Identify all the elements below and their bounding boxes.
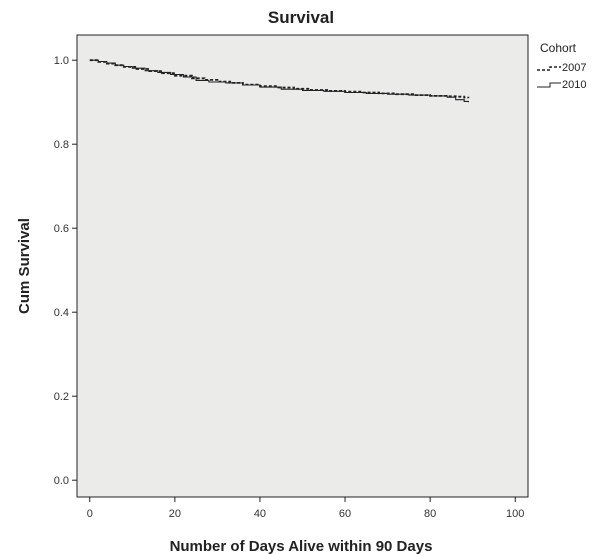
legend-item-2010: 2010 bbox=[537, 79, 586, 91]
y-axis-label: Cum Survival bbox=[16, 218, 33, 314]
x-tick-label: 60 bbox=[339, 508, 351, 520]
legend-item-2007: 2007 bbox=[537, 62, 586, 74]
x-tick-label: 0 bbox=[87, 508, 93, 520]
y-axis: 0.0 0.2 0.4 0.6 0.8 1.0 bbox=[54, 55, 77, 487]
y-tick-label: 0.0 bbox=[54, 475, 69, 487]
series-line-2010 bbox=[89, 59, 469, 103]
x-tick-label: 40 bbox=[254, 508, 266, 520]
legend-swatch-2007 bbox=[537, 66, 561, 71]
plot-area bbox=[76, 34, 529, 498]
survival-curves bbox=[89, 59, 470, 103]
x-axis-label: Number of Days Alive within 90 Days bbox=[170, 538, 433, 554]
y-tick-label: 1.0 bbox=[54, 55, 69, 67]
y-tick-label: 0.8 bbox=[54, 139, 69, 151]
y-tick-label: 0.4 bbox=[54, 307, 69, 319]
x-tick-label: 80 bbox=[424, 508, 436, 520]
legend-label-2010: 2010 bbox=[562, 79, 586, 91]
chart-title: Survival bbox=[268, 8, 334, 27]
y-tick-label: 0.6 bbox=[54, 223, 69, 235]
legend-swatch-2010 bbox=[537, 82, 561, 88]
y-tick-label: 0.2 bbox=[54, 391, 69, 403]
legend-label-2007: 2007 bbox=[562, 62, 586, 74]
x-axis: 0 20 40 60 80 100 bbox=[87, 497, 524, 520]
x-tick-label: 20 bbox=[169, 508, 181, 520]
legend-title: Cohort bbox=[540, 41, 577, 55]
legend: Cohort 2007 2010 bbox=[537, 41, 586, 91]
x-tick-label: 100 bbox=[506, 508, 524, 520]
